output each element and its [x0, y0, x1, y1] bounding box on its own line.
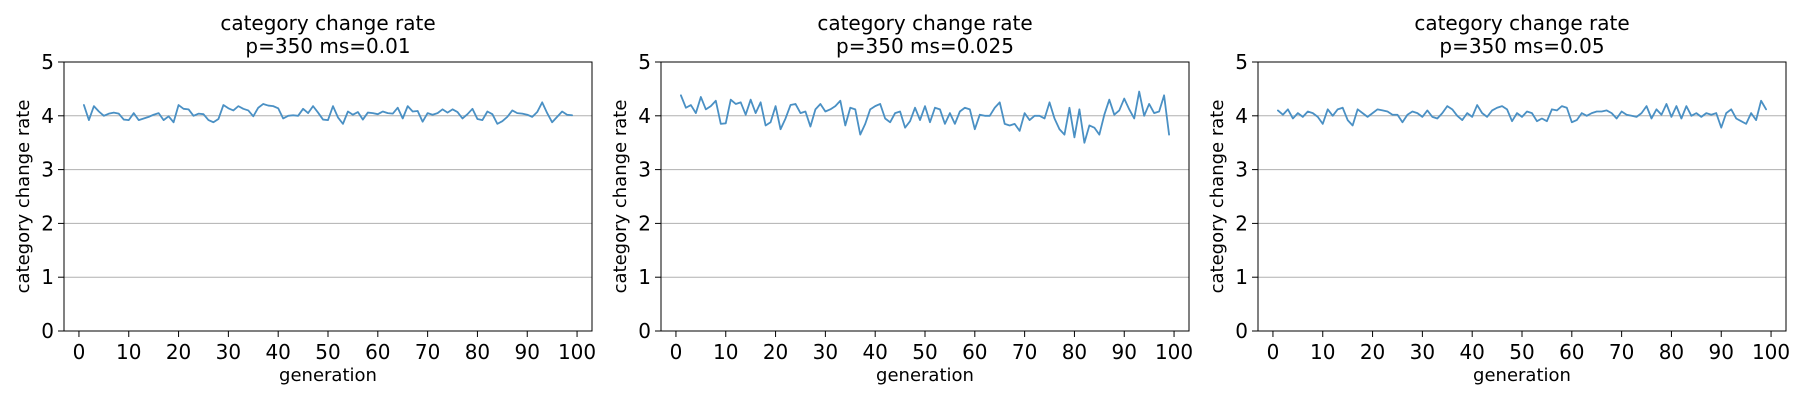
x-tick-label: 20 [1360, 340, 1385, 364]
chart-title: category change rate [1414, 11, 1629, 35]
y-axis-label: category change rate [610, 100, 631, 294]
x-tick-label: 60 [962, 340, 987, 364]
chart-panel-1: 0 10 20 30 40 50 60 70 80 90 100 0 1 2 3 4 5 category cha… [13, 11, 596, 386]
x-axis-label: generation [1473, 365, 1571, 386]
series-line [1277, 99, 1767, 129]
x-tick-label: 40 [862, 340, 887, 364]
x-tick-label: 30 [1410, 340, 1435, 364]
y-tick-label: 0 [41, 319, 54, 343]
x-tick-label: 70 [1012, 340, 1037, 364]
x-tick-label: 90 [1709, 340, 1734, 364]
y-tick-label: 1 [1235, 265, 1248, 289]
chart-title: category change rate [220, 11, 435, 35]
x-tick-label: 50 [912, 340, 937, 364]
y-tick-label: 1 [638, 265, 651, 289]
series-line [680, 90, 1170, 144]
y-tick-label: 4 [638, 104, 651, 128]
x-axis-label: generation [876, 365, 974, 386]
y-tick-label: 3 [1235, 158, 1248, 182]
x-tick-label: 20 [166, 340, 191, 364]
x-tick-label: 50 [1509, 340, 1534, 364]
x-tick-label: 70 [415, 340, 440, 364]
y-tick-label: 3 [638, 158, 651, 182]
chart-subtitle: p=350 ms=0.025 [836, 34, 1014, 58]
x-tick-label: 100 [558, 340, 596, 364]
x-tick-label: 60 [1559, 340, 1584, 364]
y-tick-label: 5 [41, 50, 54, 74]
y-tick-label: 2 [638, 211, 651, 235]
y-axis-label: category change rate [1207, 100, 1228, 294]
x-tick-label: 0 [1267, 340, 1280, 364]
x-tick-label: 100 [1155, 340, 1193, 364]
x-tick-label: 10 [1310, 340, 1335, 364]
x-tick-label: 50 [315, 340, 340, 364]
x-tick-label: 0 [73, 340, 86, 364]
chart-panel-2: 0 10 20 30 40 50 60 70 80 90 100 0 1 2 3 4 5 category cha… [610, 11, 1193, 386]
x-tick-label: 20 [763, 340, 788, 364]
x-tick-label: 60 [365, 340, 390, 364]
chart-subtitle: p=350 ms=0.01 [245, 34, 410, 58]
x-tick-label: 100 [1752, 340, 1790, 364]
x-tick-label: 10 [713, 340, 738, 364]
x-tick-label: 0 [670, 340, 683, 364]
y-axis-label: category change rate [13, 100, 34, 294]
x-tick-label: 80 [1659, 340, 1684, 364]
plot-frame [63, 61, 593, 332]
y-tick-label: 2 [41, 211, 54, 235]
y-tick-label: 2 [1235, 211, 1248, 235]
y-tick-label: 5 [638, 50, 651, 74]
x-tick-label: 80 [465, 340, 490, 364]
x-tick-label: 30 [813, 340, 838, 364]
y-tick-label: 0 [638, 319, 651, 343]
x-tick-label: 90 [1112, 340, 1137, 364]
y-tick-label: 1 [41, 265, 54, 289]
x-tick-label: 40 [1459, 340, 1484, 364]
x-tick-label: 40 [265, 340, 290, 364]
x-tick-label: 10 [116, 340, 141, 364]
x-axis-label: generation [279, 365, 377, 386]
y-tick-label: 4 [41, 104, 54, 128]
plot-frame [1257, 61, 1787, 332]
y-tick-label: 0 [1235, 319, 1248, 343]
x-tick-label: 90 [515, 340, 540, 364]
y-tick-label: 3 [41, 158, 54, 182]
chart-title: category change rate [817, 11, 1032, 35]
y-tick-label: 4 [1235, 104, 1248, 128]
chart-subtitle: p=350 ms=0.05 [1439, 34, 1604, 58]
chart-panel-3: 0 10 20 30 40 50 60 70 80 90 100 0 1 2 3 4 5 category cha… [1207, 11, 1790, 386]
x-tick-label: 80 [1062, 340, 1087, 364]
series-line [83, 101, 573, 125]
y-tick-label: 5 [1235, 50, 1248, 74]
x-tick-label: 70 [1609, 340, 1634, 364]
x-tick-label: 30 [216, 340, 241, 364]
